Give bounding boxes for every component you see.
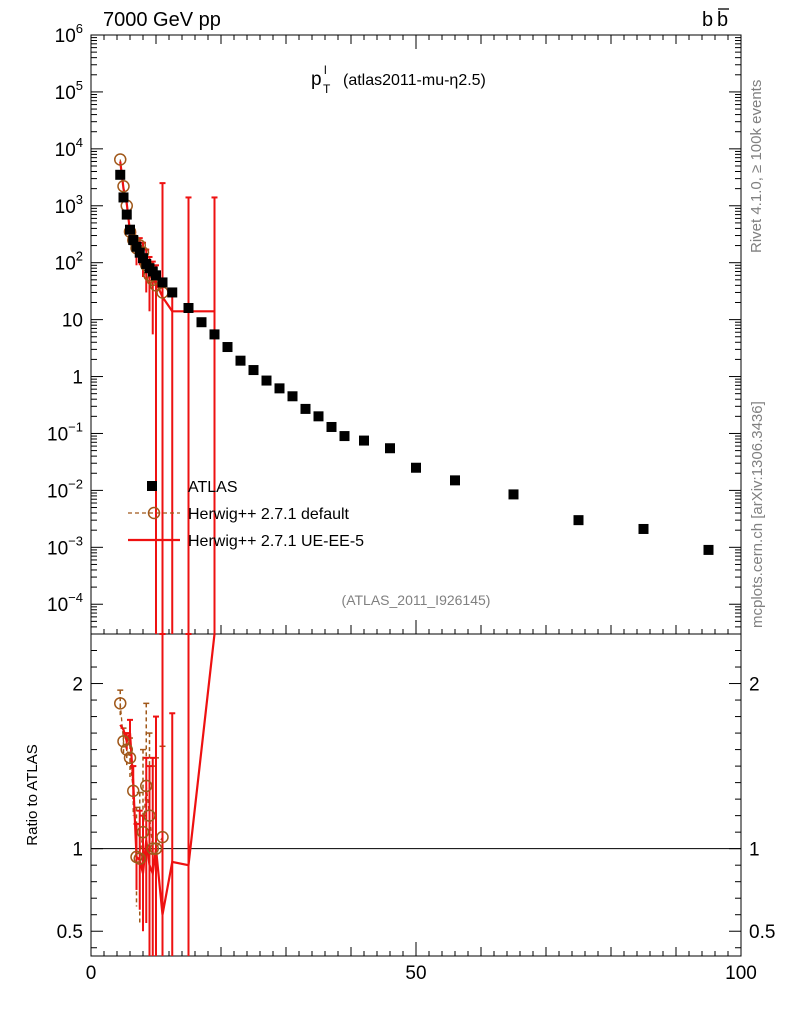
y-tick-label: 103 [55,192,83,218]
x-tick-label: 0 [86,963,97,984]
ratio-y-tick-label: 0.5 [57,922,83,943]
atlas-point [115,169,126,180]
y-tick-label: 104 [55,135,83,161]
atlas-point [450,475,460,486]
herwig-default-point [117,180,130,193]
atlas-point [167,287,178,298]
atlas-point [125,224,135,235]
ratio-y-tick-label: 1 [72,840,83,861]
atlas-point [128,235,139,246]
atlas-point [508,489,519,500]
ratio-herwig-default-point [140,779,153,793]
ratio-axis-label: Ratio to ATLAS [24,744,41,845]
ratio-y-tick-label-right: 0.5 [749,922,775,943]
legend-herwig-ue-label: Herwig++ 2.7.1 UE-EE-5 [188,533,364,550]
collision-label: 7000 GeV pp [103,9,221,31]
legend-herwig-default-label: Herwig++ 2.7.1 default [188,506,350,523]
atlas-point [313,411,324,422]
y-tick-label: 10−1 [47,419,83,445]
atlas-point [287,391,298,402]
atlas-point [138,253,148,264]
atlas-point [638,523,649,534]
atlas-point [300,403,311,414]
y-tick-label: 1 [72,368,83,389]
x-tick-label: 100 [725,963,757,984]
ratio-y-tick-label-right: 2 [749,675,760,696]
ratio-herwig-ue-line [119,633,216,915]
atlas-point [209,329,220,340]
ratio-herwig-default-point [133,852,146,865]
svg-text:l: l [324,63,327,77]
analysis-tag: (ATLAS_2011_I926145) [342,592,491,608]
legend: ATLAS Herwig++ 2.7.1 default Herwig++ 2.… [128,479,364,550]
ratio-herwig-default-point [123,751,137,765]
atlas-point [235,355,246,366]
x-tick-label: 50 [405,963,426,984]
atlas-point [326,421,337,432]
ratio-herwig-default-point [120,743,133,756]
atlas-point [385,443,395,454]
process-label: b b [702,8,729,31]
ratio-herwig-default-point [156,830,169,844]
y-tick-label: 102 [55,249,83,275]
atlas-point [118,192,129,203]
legend-herwig-default-marker [147,506,161,520]
svg-text:T: T [323,82,331,96]
atlas-point [359,435,369,446]
atlas-point [274,383,285,394]
rivet-version-label: Rivet 4.1.0, ≥ 100k events [748,80,765,253]
herwig-default-point [114,153,127,166]
atlas-point [411,462,421,473]
plot-title: p l T (atlas2011-mu-η2.5) [311,63,486,96]
y-tick-label: 10−2 [47,476,83,502]
atlas-point [134,247,145,258]
atlas-point [196,317,207,328]
ratio-axis-ticks: 0 50 100 0.5 0.5 1 1 2 2 [57,650,775,984]
y-tick-label: 105 [55,78,83,104]
ratio-y-tick-label-right: 1 [749,840,760,861]
svg-text:p: p [311,69,322,90]
atlas-point [121,209,132,220]
ratio-y-tick-label: 2 [72,675,83,696]
atlas-point [183,302,194,313]
y-tick-label: 10 [62,311,83,332]
y-tick-label: 106 [55,21,83,47]
ratio-plot-marks [114,633,216,956]
atlas-point [703,544,714,555]
atlas-point [222,342,233,353]
y-tick-label: 10−4 [47,590,83,616]
ratio-herwig-default-point [143,809,156,822]
atlas-point [151,270,161,281]
mcplots-reference-label: mcplots.cern.ch [arXiv:1306.3436] [749,401,766,628]
atlas-point [131,241,142,252]
atlas-point [261,375,272,386]
atlas-point [573,515,584,526]
atlas-point [339,431,350,442]
atlas-point [157,277,168,288]
y-tick-label: 10−3 [47,533,83,559]
atlas-point [248,365,259,376]
svg-text:b: b [717,9,728,31]
ratio-herwig-default-point [117,735,130,748]
legend-atlas-marker [147,481,157,491]
ratio-herwig-default-point [149,842,163,855]
ratio-herwig-default-point [127,784,140,798]
legend-atlas-label: ATLAS [188,479,238,496]
ratio-herwig-default-point [146,842,159,855]
svg-text:(atlas2011-mu-η2.5): (atlas2011-mu-η2.5) [343,72,486,89]
main-plot-marks [114,153,714,634]
svg-text:b: b [702,9,713,31]
ratio-herwig-default-point [136,825,150,839]
ratio-herwig-default-point [114,697,127,710]
